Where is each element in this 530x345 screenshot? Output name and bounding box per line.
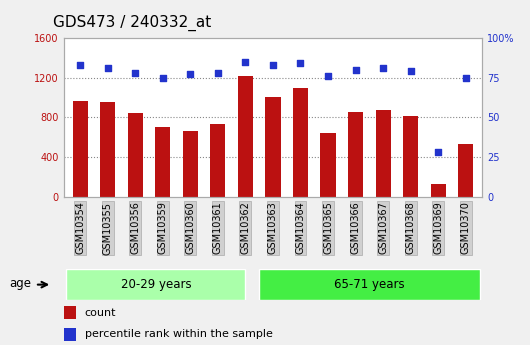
Text: 65-71 years: 65-71 years: [334, 278, 405, 291]
Point: [351, 67, 360, 72]
Point: [76, 62, 84, 68]
Bar: [64, 328, 76, 341]
Bar: [210, 124, 225, 197]
Point: [214, 70, 222, 76]
Point: [296, 61, 305, 66]
Point: [269, 62, 277, 68]
Text: count: count: [85, 308, 116, 318]
Text: GDS473 / 240332_at: GDS473 / 240332_at: [53, 15, 211, 31]
Point: [103, 65, 112, 71]
Bar: [100, 102, 115, 197]
Text: percentile rank within the sample: percentile rank within the sample: [85, 329, 272, 339]
Bar: [64, 306, 76, 319]
Point: [131, 70, 139, 76]
Bar: [259, 269, 480, 300]
Bar: [376, 110, 391, 197]
Point: [434, 149, 443, 155]
Bar: [155, 127, 170, 197]
Bar: [293, 88, 308, 197]
Bar: [66, 269, 245, 300]
Bar: [348, 112, 363, 197]
Bar: [458, 144, 473, 197]
Point: [186, 72, 195, 77]
Bar: [128, 113, 143, 197]
Bar: [266, 97, 280, 197]
Point: [407, 69, 415, 74]
Bar: [183, 131, 198, 197]
Text: age: age: [10, 277, 32, 289]
Point: [324, 73, 332, 79]
Point: [241, 59, 250, 65]
Bar: [431, 184, 446, 197]
Bar: [73, 101, 87, 197]
Point: [158, 75, 167, 80]
Point: [379, 65, 387, 71]
Bar: [238, 76, 253, 197]
Bar: [321, 133, 335, 197]
Text: 20-29 years: 20-29 years: [120, 278, 191, 291]
Point: [462, 75, 470, 80]
Bar: [403, 116, 418, 197]
